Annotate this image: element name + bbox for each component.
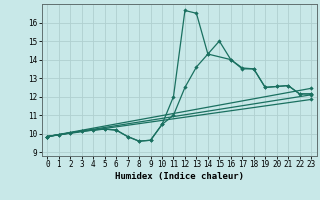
X-axis label: Humidex (Indice chaleur): Humidex (Indice chaleur) (115, 172, 244, 181)
